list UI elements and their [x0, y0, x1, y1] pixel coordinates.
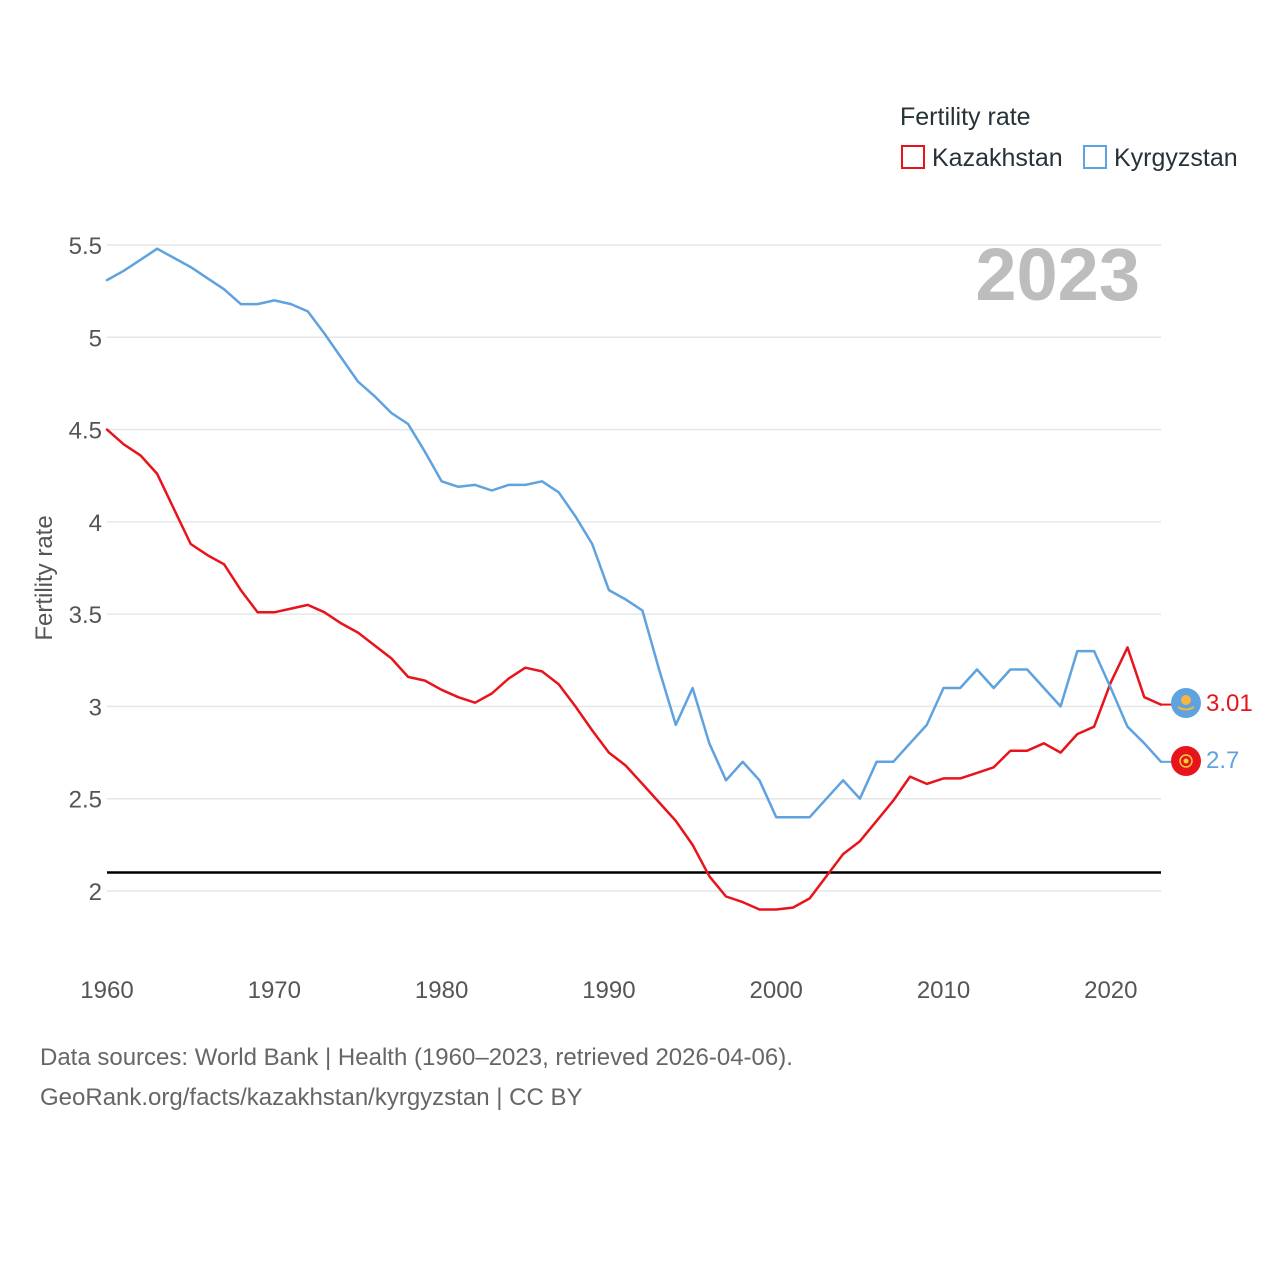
y-tick-label: 4.5	[69, 418, 102, 445]
legend-title: Fertility rate	[900, 103, 1031, 131]
y-tick-label: 2	[89, 879, 102, 906]
footer-link: GeoRank.org/facts/kazakhstan/kyrgyzstan …	[40, 1084, 583, 1111]
end-label-kazakhstan: 3.01	[1206, 690, 1253, 717]
legend-swatch-kyrgyzstan	[1083, 145, 1107, 169]
x-tick-label: 1990	[582, 977, 635, 1004]
x-tick-label: 2020	[1084, 977, 1137, 1004]
y-tick-label: 3	[89, 694, 102, 721]
y-tick-label: 4	[89, 510, 102, 537]
legend: Fertility rate Kazakhstan Kyrgyzstan	[900, 103, 1238, 172]
y-axis-tick-labels: 2 2.5 3 3.5 4 4.5 5 5.5	[69, 233, 102, 906]
y-tick-label: 5	[89, 325, 102, 352]
y-tick-label: 3.5	[69, 602, 102, 629]
series-lines	[105, 247, 1172, 911]
end-markers: 3.01 2.7	[1171, 688, 1253, 776]
year-label: 2023	[975, 233, 1140, 316]
x-axis-tick-labels: 1960 1970 1980 1990 2000 2010 2020	[80, 977, 1137, 1004]
x-tick-label: 1980	[415, 977, 468, 1004]
series-line-kyrgyzstan	[105, 247, 1163, 819]
series-line-kazakhstan	[105, 428, 1163, 911]
x-tick-label: 1960	[80, 977, 133, 1004]
gridlines	[107, 244, 1161, 892]
kyrgyzstan-flag-icon	[1171, 746, 1201, 776]
legend-swatch-kazakhstan	[901, 145, 925, 169]
x-tick-label: 1970	[248, 977, 301, 1004]
x-tick-label: 2000	[750, 977, 803, 1004]
y-tick-label: 5.5	[69, 233, 102, 260]
kazakhstan-flag-icon	[1171, 688, 1201, 718]
legend-label-kyrgyzstan: Kyrgyzstan	[1114, 144, 1238, 172]
y-tick-label: 2.5	[69, 787, 102, 814]
x-tick-label: 2010	[917, 977, 970, 1004]
legend-label-kazakhstan: Kazakhstan	[932, 144, 1063, 172]
y-axis-title: Fertility rate	[31, 515, 58, 640]
end-label-kyrgyzstan: 2.7	[1206, 747, 1239, 774]
footer-sources: Data sources: World Bank | Health (1960–…	[40, 1044, 793, 1071]
